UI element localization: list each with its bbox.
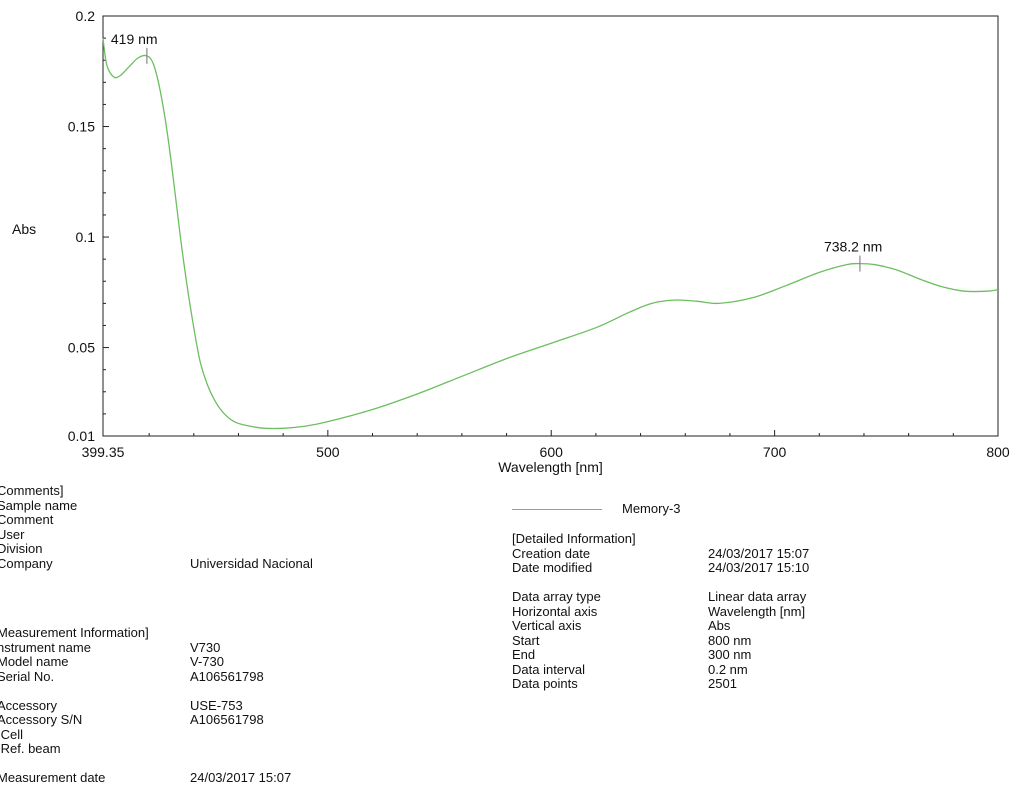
x-tick-label: 399.35 [82,444,125,460]
info-key: Data points [512,676,578,691]
info-value: USE-753 [190,697,243,713]
info-key: Comment [0,512,54,527]
spectrum-chart: 0.01 0.05 0.1 0.15 0.2 399.35 500 600 700 800 Wave… [12,8,1010,475]
info-key: Data array type [512,589,601,604]
comments-block: Comments] Sample name Comment User Division C… [0,483,417,584]
block-header: Measurement Information] [0,625,149,640]
info-key: Horizontal axis [512,603,598,619]
info-value: 2501 [708,676,737,691]
y-axis-label: Abs [12,221,36,237]
info-key: Ref. beam [0,741,61,756]
series-line-memory-3 [102,38,999,430]
info-key: Accessory S/N [0,712,83,727]
info-value: 24/03/2017 15:07 [708,545,810,561]
info-value: 24/03/2017 15:07 [190,770,292,785]
y-tick-label: 0.1 [76,229,96,245]
info-key: Data interval [512,661,585,677]
info-value: Linear data array [708,589,807,604]
info-key: Measurement date [0,770,106,785]
block-header: Comments] [0,483,64,498]
peak-label: 738.2 nm [824,239,882,255]
info-key: User [0,526,25,542]
x-tick-label: 700 [763,444,787,460]
info-value: A106561798 [190,712,264,727]
info-value: Universidad Nacional [190,555,313,571]
measurement-info-block: Measurement Information] nstrument name V7… [0,625,417,784]
info-key: Vertical axis [512,618,582,633]
x-tick-label: 500 [316,444,340,460]
info-value: 300 nm [708,647,752,662]
plot-frame [102,15,999,437]
info-key: Serial No. [0,668,55,684]
info-value: 0.2 nm [708,661,748,677]
info-key: Model name [0,654,69,669]
info-value: V-730 [190,654,224,669]
info-key: nstrument name [0,639,91,655]
x-tick-label: 600 [540,444,564,460]
info-key: Creation date [512,545,591,561]
y-tick-label: 0.05 [68,340,95,356]
y-tick-label: 0.2 [76,8,96,24]
detailed-info-block: [Detailed Information] Creation date 24/03… [512,531,932,692]
y-tick-label: 0.15 [68,119,95,135]
info-value: Wavelength [nm] [708,603,806,619]
legend-line-memory-3 [512,509,602,510]
info-key: Division [0,541,43,556]
info-key: End [512,647,536,662]
x-axis-label: Wavelength [nm] [498,459,603,475]
info-value: 800 nm [708,632,752,648]
info-key: Cell [0,726,24,742]
peak-label: 419 nm [111,31,158,47]
x-tick-label: 800 [986,444,1010,460]
block-header: [Detailed Information] [512,531,636,546]
y-tick-label: 0.01 [68,428,95,444]
info-value: 24/03/2017 15:10 [708,560,810,575]
info-value: Abs [708,618,731,633]
legend-label-memory-3: Memory-3 [622,501,681,516]
info-value: V730 [190,639,221,655]
info-key: Date modified [512,560,593,575]
info-key: Sample name [0,497,78,513]
info-key: Start [512,632,540,648]
info-value: A106561798 [190,668,264,684]
info-key: Company [0,555,53,571]
info-key: Accessory [0,697,57,713]
